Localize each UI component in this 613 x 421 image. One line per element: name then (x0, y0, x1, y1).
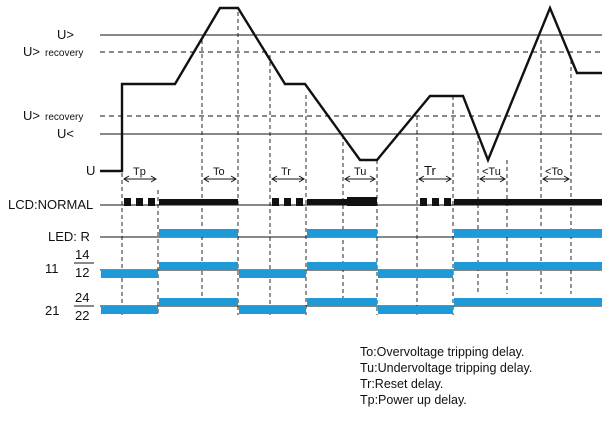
relay2-common-label: 21 (45, 303, 59, 318)
interval-label-tp: Tp (133, 166, 146, 178)
relay1-common-label: 11 (45, 261, 59, 276)
level-label-u-under: U< (57, 126, 74, 141)
relay2-bars (101, 298, 602, 314)
relay1-no-label: 14 (75, 247, 89, 262)
relay1-bars (101, 262, 602, 278)
interval-arrows (123, 175, 570, 183)
interval-label-tu-short: <Tu (482, 166, 501, 178)
interval-label-tu: Tu (354, 166, 366, 178)
relay2-no-label: 24 (75, 290, 89, 305)
row-label-led: LED: R (48, 229, 90, 244)
lcd-indicator-bars (124, 197, 602, 206)
voltage-waveform (100, 4, 602, 173)
relay2-nc-label: 22 (75, 308, 89, 323)
interval-label-tr: Tr (281, 166, 291, 178)
interval-label-tr-second: Tr (424, 163, 436, 178)
level-label-recovery-upper: recovery (45, 48, 83, 59)
level-label-recovery-lower: recovery (45, 112, 83, 123)
interval-label-to: To (213, 166, 225, 178)
level-label-u-over: U> (57, 27, 74, 42)
legend-item-to: To:Overvoltage tripping delay. (360, 345, 524, 359)
level-label-u-over-recovery-upper: U> (23, 44, 40, 59)
level-label-u-over-recovery-lower: U> (23, 108, 40, 123)
legend-item-tp: Tp:Power up delay. (360, 393, 467, 407)
level-label-u: U (86, 163, 95, 178)
relay1-nc-label: 12 (75, 265, 89, 280)
led-bars (159, 229, 602, 237)
row-label-lcd: LCD:NORMAL (8, 197, 93, 212)
legend: To:Overvoltage tripping delay. Tu:Underv… (360, 345, 532, 407)
interval-label-to-short: <To (545, 166, 563, 178)
legend-item-tr: Tr:Reset delay. (360, 377, 443, 391)
legend-item-tu: Tu:Undervoltage tripping delay. (360, 361, 532, 375)
